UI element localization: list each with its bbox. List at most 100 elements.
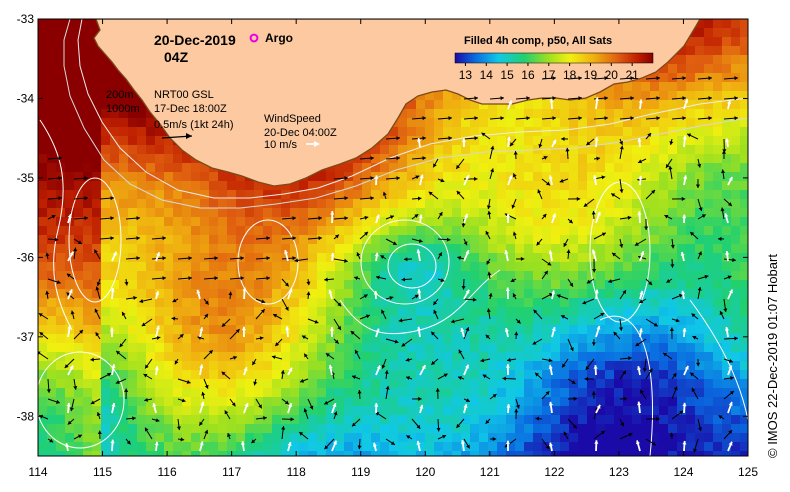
sst-cell — [65, 262, 74, 271]
sst-cell — [353, 199, 362, 208]
current-arrow — [255, 256, 270, 261]
sst-cell — [443, 244, 452, 253]
sst-cell — [56, 244, 65, 253]
current-arrow — [619, 238, 624, 248]
sst-cell — [695, 280, 704, 289]
sst-cell — [56, 190, 65, 199]
sst-cell — [47, 397, 56, 406]
wind-arrow — [505, 287, 510, 300]
current-arrow — [411, 213, 419, 220]
sst-cell — [110, 244, 119, 253]
current-arrow — [272, 313, 283, 320]
sst-cell — [713, 208, 722, 217]
current-arrow — [487, 271, 492, 280]
sst-cell — [470, 433, 479, 442]
sst-cell — [389, 433, 398, 442]
sst-cell — [632, 127, 641, 136]
sst-cell — [659, 190, 668, 199]
sst-cell — [551, 397, 560, 406]
sst-cell — [470, 406, 479, 415]
sst-cell — [506, 217, 515, 226]
sst-cell — [47, 190, 56, 199]
sst-cell — [542, 415, 551, 424]
current-arrow — [354, 349, 361, 360]
sst-cell — [137, 226, 146, 235]
sst-cell — [506, 199, 515, 208]
current-arrow — [303, 408, 309, 420]
sst-cell — [695, 235, 704, 244]
current-arrow — [119, 338, 127, 348]
sst-cell — [344, 235, 353, 244]
sst-cell — [164, 433, 173, 442]
sst-cell — [731, 289, 740, 298]
sst-cell — [137, 388, 146, 397]
sst-cell — [38, 28, 47, 37]
sst-cell — [452, 253, 461, 262]
sst-cell — [164, 406, 173, 415]
current-arrow — [229, 276, 244, 281]
sst-cell — [434, 379, 443, 388]
current-arrow — [174, 358, 179, 365]
current-arrow — [592, 258, 597, 273]
sst-cell — [677, 199, 686, 208]
sst-cell — [146, 424, 155, 433]
sst-cell — [524, 253, 533, 262]
sst-cell — [542, 451, 551, 456]
current-arrow — [203, 276, 218, 281]
current-arrow — [561, 136, 569, 142]
current-arrow — [307, 236, 322, 241]
sst-cell — [524, 208, 533, 217]
sst-cell — [578, 217, 587, 226]
sst-cell — [740, 325, 748, 334]
sst-cell — [92, 136, 101, 145]
sst-cell — [488, 406, 497, 415]
wind-arrow — [551, 213, 557, 224]
sst-cell — [281, 451, 290, 456]
sst-cell — [452, 307, 461, 316]
sst-cell — [344, 316, 353, 325]
sst-cell — [515, 361, 524, 370]
sst-cell — [605, 91, 614, 100]
sst-cell — [56, 181, 65, 190]
sst-cell — [335, 442, 344, 451]
sst-cell — [587, 370, 596, 379]
sst-cell — [740, 28, 748, 37]
current-arrow — [565, 147, 570, 160]
sst-cell — [650, 352, 659, 361]
sst-cell — [452, 199, 461, 208]
sst-cell — [272, 271, 281, 280]
sst-cell — [731, 172, 740, 181]
sst-cell — [209, 208, 218, 217]
sst-cell — [524, 217, 533, 226]
sst-cell — [236, 370, 245, 379]
sst-cell — [443, 262, 452, 271]
sst-cell — [155, 190, 164, 199]
current-arrow — [384, 370, 389, 380]
sst-cell — [479, 118, 488, 127]
sst-cell — [497, 109, 506, 118]
sst-cell — [686, 181, 695, 190]
sst-cell — [596, 397, 605, 406]
sst-cell — [578, 190, 587, 199]
sst-cell — [164, 271, 173, 280]
sst-cell — [209, 172, 218, 181]
sst-cell — [686, 361, 695, 370]
sst-cell — [200, 262, 209, 271]
sst-cell — [371, 361, 380, 370]
sst-cell — [47, 433, 56, 442]
sst-cell — [596, 361, 605, 370]
sst-cell — [83, 451, 92, 456]
sst-cell — [74, 307, 83, 316]
sst-cell — [101, 199, 110, 208]
current-arrow — [512, 173, 517, 180]
sst-cell — [236, 361, 245, 370]
sst-cell — [488, 307, 497, 316]
sst-cell — [362, 208, 371, 217]
sst-cell — [695, 316, 704, 325]
sst-cell — [263, 406, 272, 415]
sst-cell — [551, 289, 560, 298]
sst-cell — [434, 334, 443, 343]
sst-cell — [38, 451, 47, 456]
sst-cell — [236, 406, 245, 415]
current-arrow — [299, 378, 309, 383]
